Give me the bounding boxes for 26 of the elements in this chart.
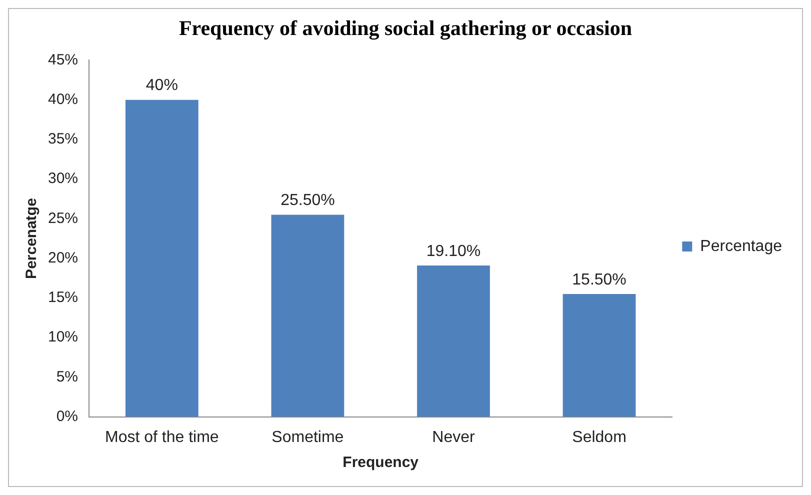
x-tick-label: Seldom [572, 428, 626, 446]
y-tick-label: 15% [48, 289, 78, 306]
y-axis-title: Percenatge [23, 198, 40, 279]
bar [125, 100, 198, 417]
y-tick-label: 30% [48, 170, 78, 188]
legend-label: Percentage [700, 238, 782, 255]
x-tick-label: Sometime [272, 428, 344, 446]
data-label: 40% [146, 77, 178, 94]
y-tick-label: 5% [56, 368, 78, 386]
x-tick-label: Most of the time [105, 428, 219, 446]
data-label: 19.10% [426, 242, 481, 260]
y-tick-label: 10% [48, 328, 78, 346]
data-label: 15.50% [572, 271, 626, 288]
y-tick-label: 45% [48, 51, 78, 68]
y-tick-label: 25% [48, 210, 78, 227]
y-tick-label: 35% [48, 130, 78, 148]
bar [417, 265, 490, 417]
y-tick-label: 0% [56, 408, 78, 425]
x-tick-label: Never [432, 428, 476, 446]
x-axis-title: Frequency [342, 454, 420, 472]
bar [562, 294, 636, 417]
y-tick-label: 40% [48, 90, 78, 108]
data-label: 25.50% [280, 192, 335, 210]
bar [271, 214, 344, 417]
chart-title: Frequency of avoiding social gathering or occasion [178, 16, 632, 40]
y-tick-label: 20% [48, 249, 78, 266]
